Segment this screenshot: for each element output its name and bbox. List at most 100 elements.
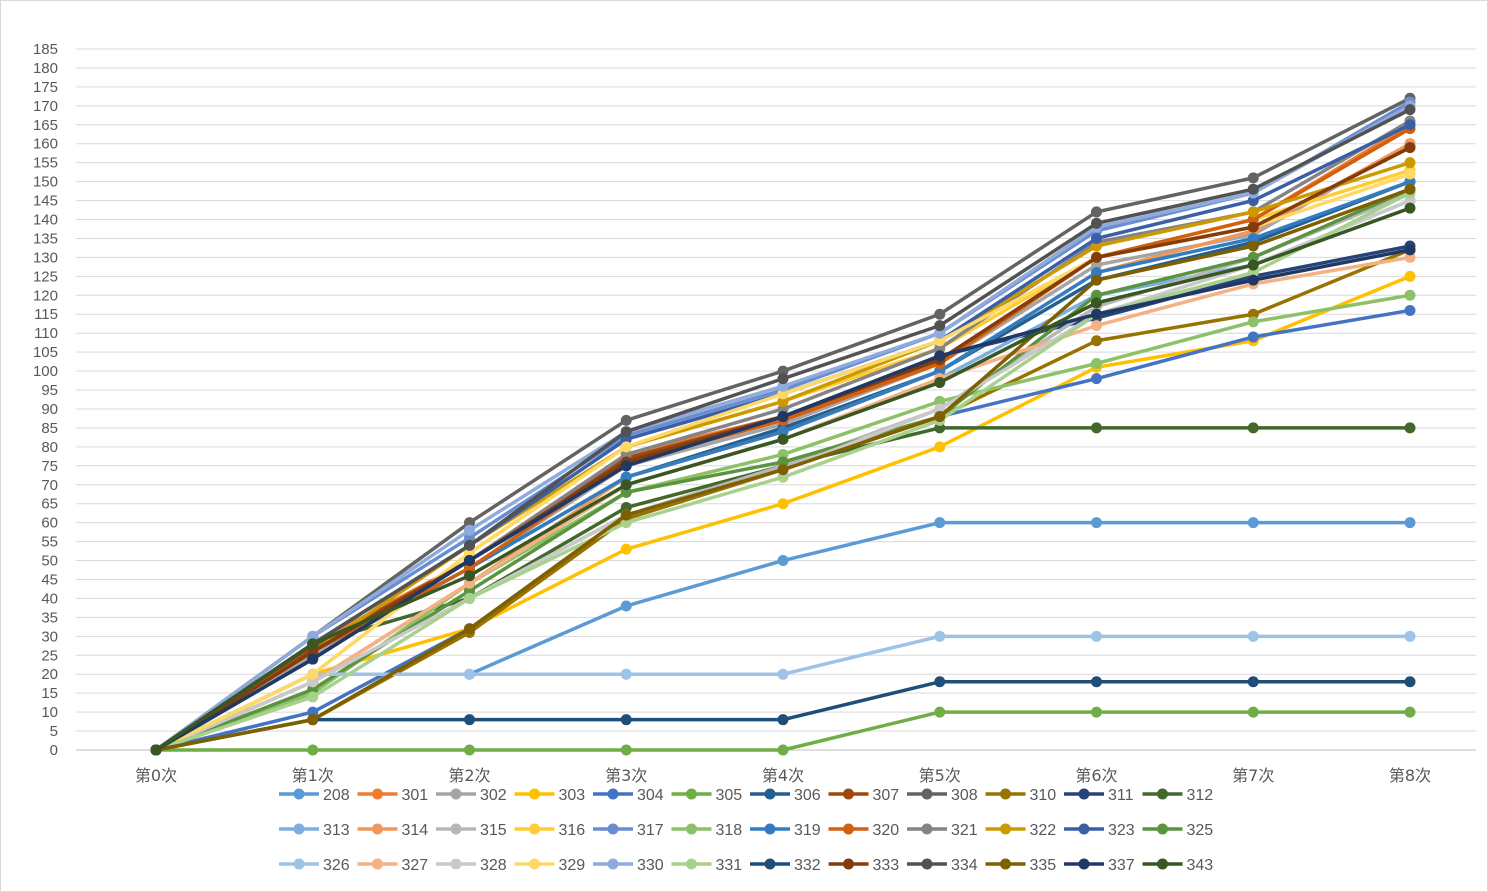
data-point-325 [1091,289,1102,301]
data-point-208 [1091,517,1102,529]
data-point-320 [1247,214,1259,226]
data-point-325 [307,683,319,695]
data-point-333 [1091,251,1102,263]
y-tick-label: 55 [41,534,58,551]
legend-item: 332 [750,857,821,874]
legend-label: 329 [559,857,586,874]
data-point-304 [1404,304,1416,316]
legend-swatch-marker [450,858,462,870]
data-point-328 [1404,195,1416,207]
legend-item: 343 [1142,857,1213,874]
legend-item: 323 [1064,822,1135,839]
data-point-331 [1247,267,1259,279]
legend-item: 311 [1064,787,1134,804]
data-point-318 [934,395,946,407]
legend-item: 328 [436,857,507,874]
legend-item: 333 [828,857,899,874]
legend-label: 208 [323,787,350,804]
legend-item: 335 [985,857,1056,874]
data-point-334 [620,426,632,438]
legend-swatch-marker [607,823,619,835]
y-tick-label: 5 [50,723,58,740]
y-tick-label: 75 [41,458,58,475]
y-tick-label: 165 [33,117,58,134]
legend-swatch-marker [843,823,854,835]
data-point-303 [934,441,946,453]
data-point-312 [934,422,946,434]
data-point-327 [1091,320,1102,332]
data-point-302 [1091,259,1102,271]
data-point-326 [777,668,789,680]
data-point-323 [1404,119,1416,131]
legend-swatch-marker [764,823,776,835]
legend-swatch-marker [921,823,933,835]
data-point-331 [307,691,319,703]
legend-swatch-marker [1157,823,1168,835]
data-point-325 [620,486,632,498]
data-point-335 [464,623,475,635]
data-point-312 [620,501,632,513]
data-point-337 [1404,244,1416,256]
legend-label: 306 [794,787,821,804]
data-point-329 [620,441,632,453]
data-point-329 [777,388,789,400]
data-point-329 [934,335,946,347]
legend-swatch-marker [764,858,776,870]
data-point-319 [1091,267,1102,279]
y-tick-label: 120 [33,287,58,304]
data-point-319 [1404,176,1416,188]
legend-swatch-marker [372,858,383,870]
data-point-330 [934,327,946,339]
legend-item: 314 [357,822,428,839]
legend-item: 327 [357,857,428,874]
legend-swatch-marker [529,858,540,870]
data-point-308 [1091,206,1102,218]
data-point-332 [1247,676,1259,688]
legend-label: 308 [951,787,978,804]
legend-item: 326 [279,857,350,874]
data-point-328 [934,403,946,415]
legend-label: 328 [480,857,507,874]
data-point-326 [620,668,632,680]
data-point-343 [777,433,789,445]
legend-label: 313 [323,822,350,839]
data-point-319 [934,365,946,377]
data-point-320 [464,562,475,574]
data-point-343 [934,376,946,388]
data-point-325 [777,456,789,468]
legend-swatch-marker [921,788,933,800]
legend-swatch-marker [293,858,305,870]
y-tick-label: 90 [41,401,58,418]
legend-label: 307 [873,787,900,804]
x-tick-label: 第5次 [919,766,961,785]
legend-item: 322 [985,822,1057,839]
data-point-334 [777,373,789,385]
data-point-305 [307,744,319,756]
legend-swatch-marker [450,788,462,800]
data-point-208 [934,517,946,529]
y-tick-label: 100 [33,363,58,380]
data-point-319 [620,471,632,483]
legend-label: 322 [1030,822,1057,839]
data-point-317 [464,532,475,544]
data-point-326 [464,668,475,680]
data-point-337 [1247,274,1259,286]
legend-swatch-marker [686,788,697,800]
y-tick-label: 85 [41,420,58,437]
data-point-305 [620,744,632,756]
data-point-335 [1247,240,1259,252]
data-point-331 [777,471,789,483]
data-point-308 [464,517,475,529]
data-point-343 [307,638,319,650]
legend-swatch-marker [293,788,305,800]
legend-item: 313 [279,822,350,839]
data-point-337 [777,411,789,423]
legend-label: 318 [716,822,743,839]
legend-item: 304 [593,787,664,804]
legend-swatch-marker [607,788,619,800]
data-point-318 [1247,316,1259,328]
data-point-303 [620,543,632,555]
data-point-334 [464,539,475,551]
